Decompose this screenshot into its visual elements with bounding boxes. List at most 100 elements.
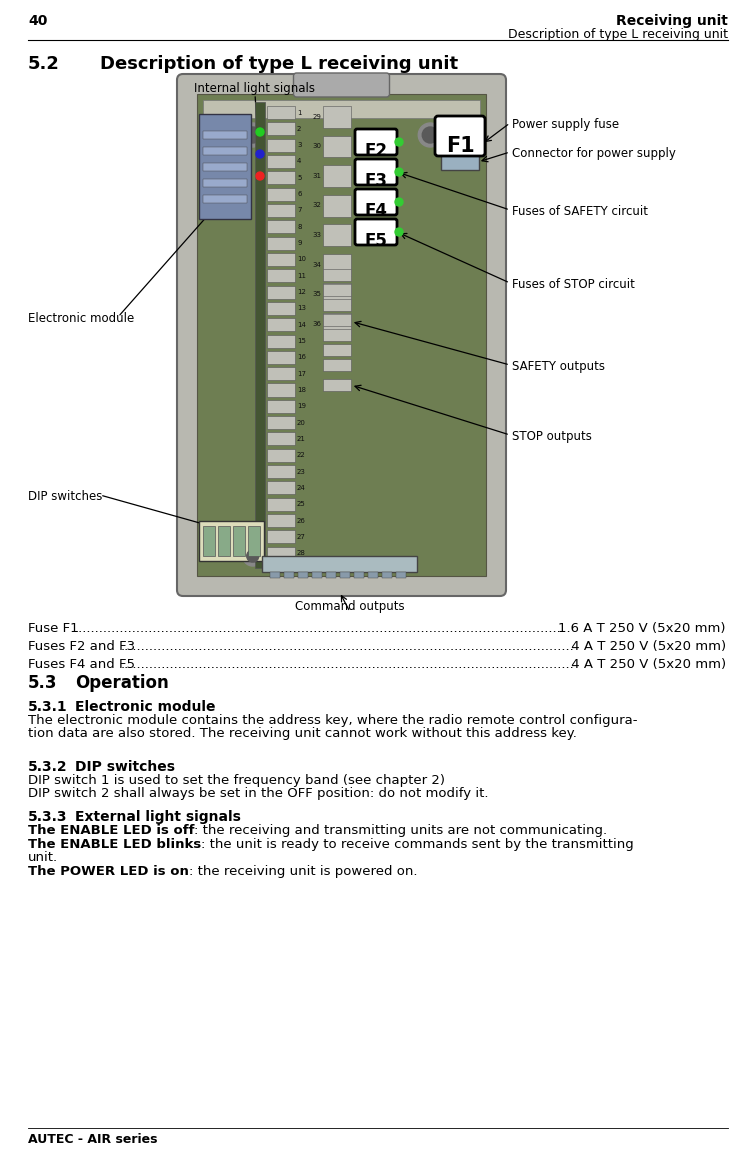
- Text: ................................................................................: ........................................…: [121, 658, 575, 670]
- Text: : the receiving unit is powered on.: : the receiving unit is powered on.: [189, 865, 417, 878]
- Bar: [326, 572, 336, 578]
- Text: DIP switch 2 shall always be set in the OFF position: do not modify it.: DIP switch 2 shall always be set in the …: [28, 787, 488, 800]
- FancyBboxPatch shape: [355, 159, 397, 185]
- FancyBboxPatch shape: [355, 189, 397, 215]
- Bar: [267, 220, 295, 233]
- Text: The ENABLE LED is off: The ENABLE LED is off: [28, 824, 194, 837]
- Bar: [267, 302, 295, 315]
- Text: 15: 15: [297, 338, 306, 344]
- Text: 20: 20: [297, 419, 306, 426]
- Text: Fuse F1: Fuse F1: [28, 622, 83, 635]
- FancyBboxPatch shape: [293, 73, 389, 97]
- Bar: [203, 131, 247, 139]
- Circle shape: [246, 550, 259, 562]
- Text: Electronic module: Electronic module: [28, 312, 135, 325]
- Bar: [323, 254, 351, 276]
- Bar: [441, 148, 479, 170]
- Text: Fuses of STOP circuit: Fuses of STOP circuit: [512, 278, 635, 291]
- Text: F5: F5: [364, 232, 387, 250]
- Text: Command outputs: Command outputs: [295, 600, 404, 613]
- Text: 33: 33: [312, 232, 321, 239]
- Bar: [323, 299, 351, 312]
- Text: unit.: unit.: [28, 851, 58, 864]
- Text: 16: 16: [297, 354, 306, 360]
- Text: F1: F1: [445, 135, 474, 156]
- FancyBboxPatch shape: [355, 129, 397, 155]
- Bar: [323, 329, 351, 342]
- Bar: [323, 284, 351, 296]
- Text: 31: 31: [312, 173, 321, 179]
- Text: 23: 23: [297, 469, 306, 475]
- Bar: [323, 344, 351, 357]
- Bar: [267, 466, 295, 478]
- Bar: [323, 195, 351, 217]
- Circle shape: [418, 123, 442, 147]
- Text: 36: 36: [312, 321, 321, 327]
- Text: 5.3.2: 5.3.2: [28, 760, 67, 774]
- Circle shape: [256, 151, 264, 157]
- Bar: [267, 530, 295, 543]
- Text: 8: 8: [297, 223, 302, 229]
- Text: 28: 28: [297, 550, 306, 556]
- Bar: [323, 107, 351, 127]
- Bar: [354, 572, 364, 578]
- Circle shape: [395, 138, 403, 146]
- Text: The POWER LED is on: The POWER LED is on: [28, 865, 189, 878]
- Text: 22: 22: [297, 453, 305, 459]
- Text: 13: 13: [297, 306, 306, 312]
- Text: 1: 1: [297, 110, 302, 116]
- Text: 4: 4: [297, 159, 302, 164]
- Bar: [203, 526, 215, 556]
- Bar: [267, 204, 295, 217]
- Bar: [233, 526, 245, 556]
- Bar: [267, 547, 295, 559]
- Bar: [262, 556, 417, 572]
- Text: Fuses F2 and F3: Fuses F2 and F3: [28, 640, 139, 653]
- Text: ................................................................................: ........................................…: [74, 622, 565, 635]
- Text: F4: F4: [364, 201, 388, 220]
- Bar: [323, 359, 351, 372]
- Text: 27: 27: [297, 534, 306, 540]
- Bar: [270, 572, 280, 578]
- Text: 40: 40: [28, 14, 48, 28]
- Text: 30: 30: [312, 144, 321, 149]
- Circle shape: [256, 173, 264, 179]
- Circle shape: [240, 123, 265, 147]
- Bar: [396, 572, 406, 578]
- Bar: [267, 252, 295, 266]
- Text: Description of type L receiving unit: Description of type L receiving unit: [100, 54, 458, 73]
- Bar: [267, 236, 295, 250]
- Bar: [203, 147, 247, 155]
- Text: 32: 32: [312, 203, 321, 208]
- Bar: [368, 572, 378, 578]
- Bar: [323, 314, 351, 327]
- Bar: [323, 269, 351, 281]
- Text: 18: 18: [297, 387, 306, 393]
- Circle shape: [245, 127, 261, 142]
- Text: 5.2: 5.2: [28, 54, 60, 73]
- Bar: [323, 166, 351, 186]
- Text: AUTEC - AIR series: AUTEC - AIR series: [28, 1133, 157, 1146]
- Bar: [199, 113, 251, 219]
- Bar: [298, 572, 308, 578]
- Text: 5.3: 5.3: [28, 674, 57, 692]
- Text: 24: 24: [297, 485, 305, 491]
- Text: DIP switch 1 is used to set the frequency band (see chapter 2): DIP switch 1 is used to set the frequenc…: [28, 774, 445, 787]
- Text: 9: 9: [297, 240, 302, 247]
- Text: F3: F3: [364, 173, 388, 190]
- Text: Receiving unit: Receiving unit: [616, 14, 728, 28]
- Circle shape: [243, 547, 263, 566]
- Bar: [267, 188, 295, 200]
- Bar: [323, 379, 351, 391]
- Text: 29: 29: [312, 113, 321, 119]
- Bar: [323, 313, 351, 335]
- Bar: [267, 432, 295, 446]
- Bar: [255, 102, 265, 569]
- Bar: [267, 335, 295, 347]
- Text: 25: 25: [297, 501, 305, 507]
- Text: 10: 10: [297, 256, 306, 263]
- Text: Power supply fuse: Power supply fuse: [512, 118, 619, 131]
- Bar: [312, 572, 322, 578]
- Bar: [267, 400, 295, 413]
- Bar: [218, 526, 230, 556]
